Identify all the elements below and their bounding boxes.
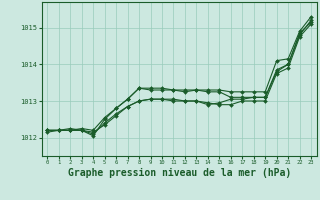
X-axis label: Graphe pression niveau de la mer (hPa): Graphe pression niveau de la mer (hPa) <box>68 168 291 178</box>
